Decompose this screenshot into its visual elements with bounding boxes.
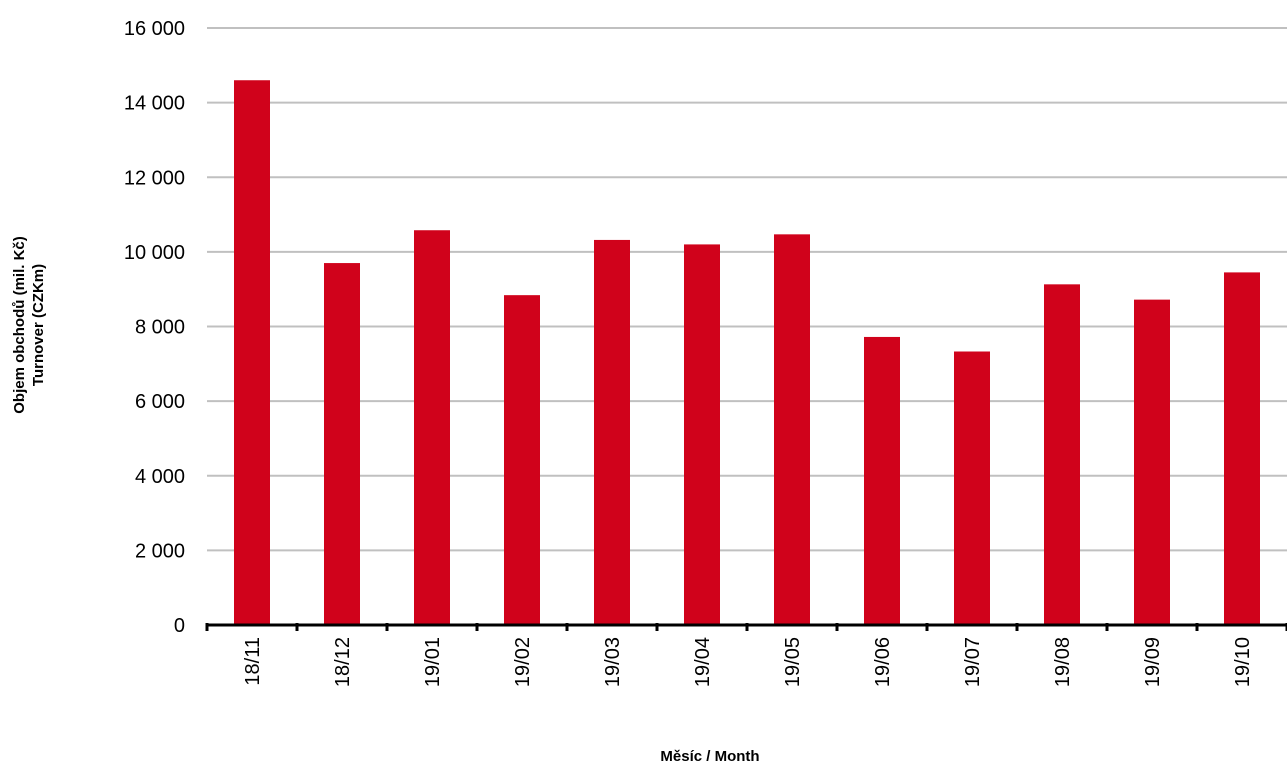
y-tick-label: 8 000 bbox=[135, 317, 185, 339]
bar bbox=[324, 263, 360, 625]
y-tick-label: 16 000 bbox=[124, 18, 185, 40]
y-axis-title-line2: Turnover (CZKm) bbox=[30, 264, 47, 386]
y-tick-label: 4 000 bbox=[135, 466, 185, 488]
bar bbox=[864, 336, 900, 625]
x-tick-label: 19/06 bbox=[872, 637, 894, 687]
bar bbox=[684, 244, 720, 625]
bar bbox=[954, 351, 990, 625]
x-tick-label: 19/09 bbox=[1142, 637, 1164, 687]
x-tick-labels: 18/11 18/12 19/01 19/02 19/03 19/04 19/05 19/06… bbox=[242, 637, 1254, 687]
x-tick-label: 18/12 bbox=[332, 637, 354, 687]
x-tick-label: 19/07 bbox=[962, 637, 984, 687]
y-tick-label: 6 000 bbox=[135, 391, 185, 413]
y-tick-label: 2 000 bbox=[135, 540, 185, 562]
x-tick-label: 19/01 bbox=[422, 637, 444, 687]
x-tick-label: 19/04 bbox=[692, 637, 714, 687]
y-axis-title-line1: Objem obchodů (mil. Kč) bbox=[11, 236, 28, 414]
y-tick-label: 12 000 bbox=[124, 167, 185, 189]
x-tick-label: 19/08 bbox=[1052, 637, 1074, 687]
x-tick-label: 19/03 bbox=[602, 637, 624, 687]
bar bbox=[234, 80, 270, 626]
y-tick-label: 0 bbox=[174, 615, 185, 637]
gridlines bbox=[207, 27, 1287, 552]
x-tick-label: 19/02 bbox=[512, 637, 534, 687]
bar bbox=[594, 239, 630, 625]
bar bbox=[1134, 299, 1170, 625]
x-axis-title: Měsíc / Month bbox=[660, 748, 759, 765]
y-tick-label: 10 000 bbox=[124, 242, 185, 264]
x-tick-label: 19/05 bbox=[782, 637, 804, 687]
y-tick-label: 14 000 bbox=[124, 93, 185, 115]
bar bbox=[504, 295, 540, 625]
axes bbox=[205, 623, 1287, 631]
bar bbox=[774, 234, 810, 625]
x-tick-label: 18/11 bbox=[242, 637, 264, 686]
bar bbox=[1224, 272, 1260, 625]
bars bbox=[234, 80, 1260, 626]
x-tick-label: 19/10 bbox=[1232, 637, 1254, 687]
bar bbox=[1044, 284, 1080, 625]
y-tick-labels: 0 2 000 4 000 6 000 8 000 10 000 12 000 14 000 1… bbox=[124, 18, 185, 637]
bar bbox=[414, 230, 450, 625]
